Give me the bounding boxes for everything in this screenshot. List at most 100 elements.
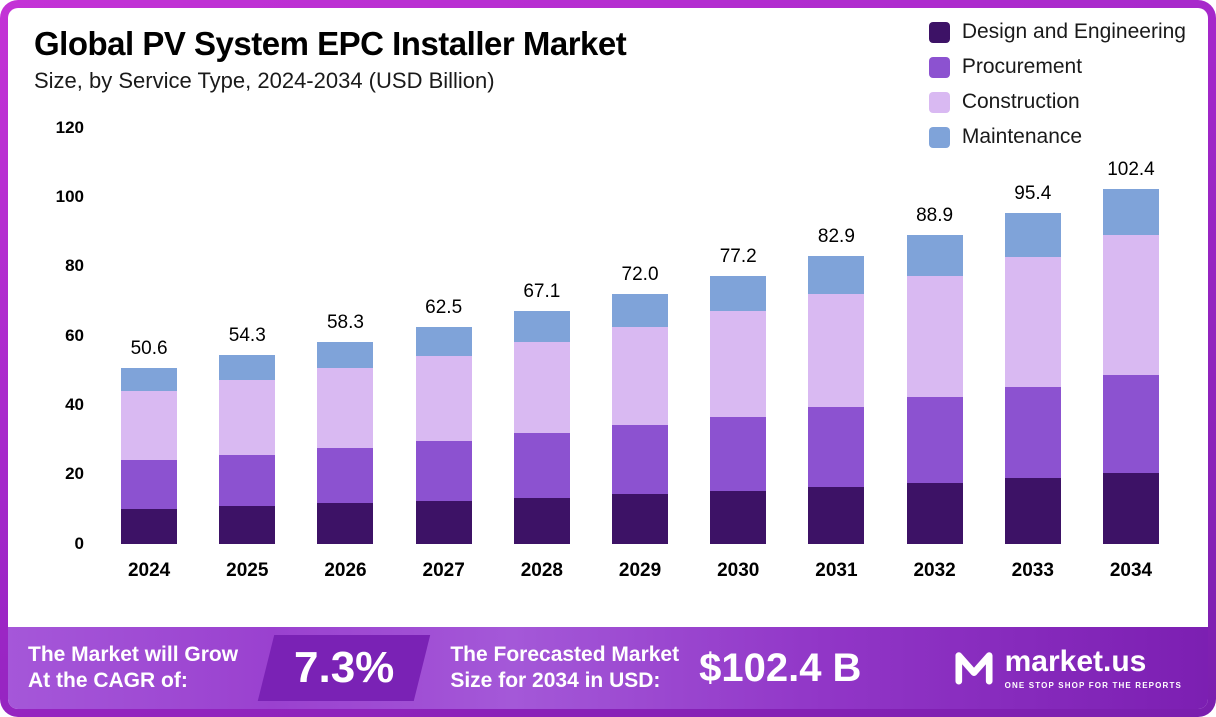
- bar-segment-procurement: [415, 441, 472, 501]
- bar-total-label: 82.9: [817, 226, 855, 248]
- bar-segment-design-and-engineering: [808, 486, 865, 544]
- bar-segment-procurement: [906, 397, 963, 483]
- bar-segment-procurement: [121, 460, 178, 509]
- bar-column: 102.4: [1082, 128, 1180, 544]
- bar-segment-maintenance: [612, 294, 669, 328]
- forecast-label: The Forecasted Market Size for 2034 in U…: [450, 642, 679, 693]
- bar-total-label: 77.2: [719, 246, 757, 268]
- bar-segment-maintenance: [317, 341, 374, 369]
- bar-segment-procurement: [808, 407, 865, 487]
- legend-item: Procurement: [928, 55, 1186, 79]
- bar-segment-design-and-engineering: [121, 508, 178, 544]
- x-axis-label: 2033: [1011, 559, 1054, 581]
- bar-segment-design-and-engineering: [710, 490, 767, 544]
- y-axis-tick-label: 60: [65, 325, 84, 345]
- bar-stack: [415, 326, 472, 544]
- bar-segment-construction: [415, 355, 472, 441]
- stacked-bar-chart: 0 20 40 60 80 100 120 50.6 54.3 58.3 62.5 67.1 72.0…: [8, 94, 1208, 627]
- header: Global PV System EPC Installer Market Si…: [8, 8, 1208, 94]
- legend-item: Maintenance: [928, 125, 1186, 149]
- bar-segment-design-and-engineering: [317, 503, 374, 544]
- bar-total-label: 102.4: [1107, 158, 1155, 180]
- forecast-label-line1: The Forecasted Market: [450, 643, 680, 667]
- cagr-label-line1: The Market will Grow: [28, 643, 239, 667]
- bar-segment-design-and-engineering: [513, 497, 570, 544]
- x-axis-label: 2025: [226, 559, 269, 581]
- cagr-label: The Market will Grow At the CAGR of:: [28, 642, 238, 693]
- market-us-logo-icon: [953, 647, 995, 690]
- x-axis-label: 2032: [913, 559, 956, 581]
- y-axis-tick-label: 100: [55, 186, 84, 206]
- cagr-label-line2: At the CAGR of:: [28, 669, 188, 692]
- x-axis-label: 2031: [815, 559, 858, 581]
- x-axis-label: 2030: [717, 559, 760, 581]
- y-axis-tick-label: 80: [65, 256, 84, 276]
- bar-segment-maintenance: [808, 256, 865, 295]
- bar-segment-design-and-engineering: [219, 506, 276, 544]
- legend-item: Construction: [928, 90, 1186, 114]
- legend: Design and Engineering Procurement Constru…: [928, 20, 1186, 149]
- bar-segment-construction: [513, 341, 570, 434]
- forecast-label-line2: Size for 2034 in USD:: [450, 669, 661, 692]
- legend-swatch: [928, 56, 950, 78]
- bar-segment-procurement: [219, 454, 276, 507]
- bar-segment-construction: [906, 276, 963, 398]
- footer-banner: The Market will Grow At the CAGR of: 7.3…: [8, 627, 1208, 709]
- bar-segment-maintenance: [906, 235, 963, 276]
- forecast-value: $102.4 B: [699, 645, 862, 690]
- x-axis-label: 2034: [1109, 559, 1153, 581]
- page-subtitle: Size, by Service Type, 2024-2034 (USD Bi…: [34, 67, 495, 93]
- bar-stack: [121, 368, 178, 544]
- bar-segment-maintenance: [710, 276, 767, 312]
- bar-column: 77.2: [689, 128, 787, 544]
- bar-segment-procurement: [612, 425, 669, 494]
- bar-segment-construction: [121, 391, 178, 461]
- y-axis-tick-label: 120: [55, 117, 84, 137]
- bar-total-label: 88.9: [916, 205, 954, 227]
- x-axis-label: 2028: [520, 559, 563, 581]
- plot-area: 50.6 54.3 58.3 62.5 67.1 72.0 77.2 82.9 88.9 95.4…: [100, 128, 1180, 544]
- bar-stack: [808, 256, 865, 544]
- bar-stack: [219, 355, 276, 544]
- bar-segment-design-and-engineering: [1004, 478, 1061, 544]
- bar-total-label: 54.3: [228, 325, 266, 347]
- legend-item: Design and Engineering: [928, 20, 1186, 44]
- bar-column: 95.4: [984, 128, 1082, 544]
- bar-segment-design-and-engineering: [612, 494, 669, 544]
- legend-item-label: Procurement: [961, 55, 1083, 78]
- bar-stack: [1102, 188, 1159, 544]
- bar-segment-procurement: [317, 447, 374, 504]
- bar-stack: [317, 341, 374, 544]
- bar-segment-procurement: [710, 416, 767, 491]
- brand-name: market.us: [1004, 645, 1147, 679]
- bar-total-label: 58.3: [326, 311, 364, 333]
- bar-total-label: 95.4: [1014, 182, 1052, 204]
- y-axis-tick-label: 0: [74, 533, 84, 553]
- infographic-content: Global PV System EPC Installer Market Si…: [8, 8, 1208, 709]
- bar-segment-construction: [219, 380, 276, 455]
- bar-segment-construction: [808, 294, 865, 408]
- bar-segment-maintenance: [415, 326, 472, 356]
- bar-segment-maintenance: [1102, 188, 1159, 236]
- bar-segment-design-and-engineering: [906, 482, 963, 544]
- legend-swatch: [928, 91, 950, 113]
- legend-item-label: Construction: [961, 90, 1080, 113]
- bar-segment-construction: [1004, 256, 1061, 387]
- x-axis-label: 2027: [422, 559, 465, 581]
- bar-segment-construction: [1102, 235, 1159, 376]
- bar-segment-maintenance: [513, 311, 570, 342]
- bar-stack: [513, 311, 570, 544]
- bar-column: 50.6: [100, 128, 198, 544]
- bar-total-label: 67.1: [523, 281, 561, 303]
- legend-item-label: Design and Engineering: [961, 20, 1186, 43]
- x-axis-label: 2024: [127, 559, 171, 581]
- y-axis: 0 20 40 60 80 100 120: [8, 118, 84, 553]
- brand-text: market.us ONE STOP SHOP FOR THE REPORTS: [1005, 646, 1182, 690]
- cagr-value: 7.3%: [294, 643, 395, 692]
- bar-total-label: 72.0: [621, 264, 659, 286]
- legend-item-label: Maintenance: [961, 125, 1083, 148]
- bar-column: 72.0: [591, 128, 689, 544]
- y-axis-tick-label: 40: [65, 394, 84, 414]
- page-title: Global PV System EPC Installer Market: [34, 25, 627, 62]
- legend-swatch: [928, 126, 950, 148]
